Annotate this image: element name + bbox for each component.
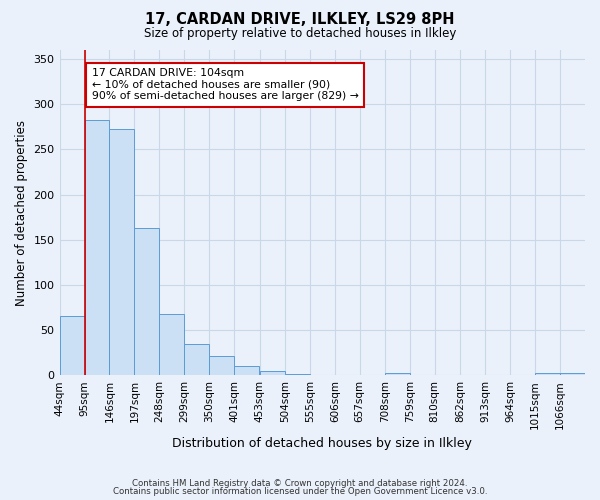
- Text: 17 CARDAN DRIVE: 104sqm
← 10% of detached houses are smaller (90)
90% of semi-de: 17 CARDAN DRIVE: 104sqm ← 10% of detache…: [92, 68, 359, 102]
- Bar: [385, 374, 410, 375]
- Bar: [85, 120, 109, 375]
- Bar: [235, 366, 259, 375]
- Bar: [209, 356, 235, 375]
- Text: 17, CARDAN DRIVE, ILKLEY, LS29 8PH: 17, CARDAN DRIVE, ILKLEY, LS29 8PH: [145, 12, 455, 28]
- Text: Contains public sector information licensed under the Open Government Licence v3: Contains public sector information licen…: [113, 487, 487, 496]
- Bar: [109, 130, 134, 375]
- Bar: [285, 374, 310, 375]
- Bar: [160, 314, 184, 375]
- X-axis label: Distribution of detached houses by size in Ilkley: Distribution of detached houses by size …: [172, 437, 472, 450]
- Bar: [134, 228, 160, 375]
- Bar: [260, 370, 285, 375]
- Bar: [560, 374, 585, 375]
- Bar: [184, 344, 209, 375]
- Y-axis label: Number of detached properties: Number of detached properties: [15, 120, 28, 306]
- Text: Size of property relative to detached houses in Ilkley: Size of property relative to detached ho…: [144, 28, 456, 40]
- Text: Contains HM Land Registry data © Crown copyright and database right 2024.: Contains HM Land Registry data © Crown c…: [132, 478, 468, 488]
- Bar: [59, 316, 85, 375]
- Bar: [535, 374, 560, 375]
